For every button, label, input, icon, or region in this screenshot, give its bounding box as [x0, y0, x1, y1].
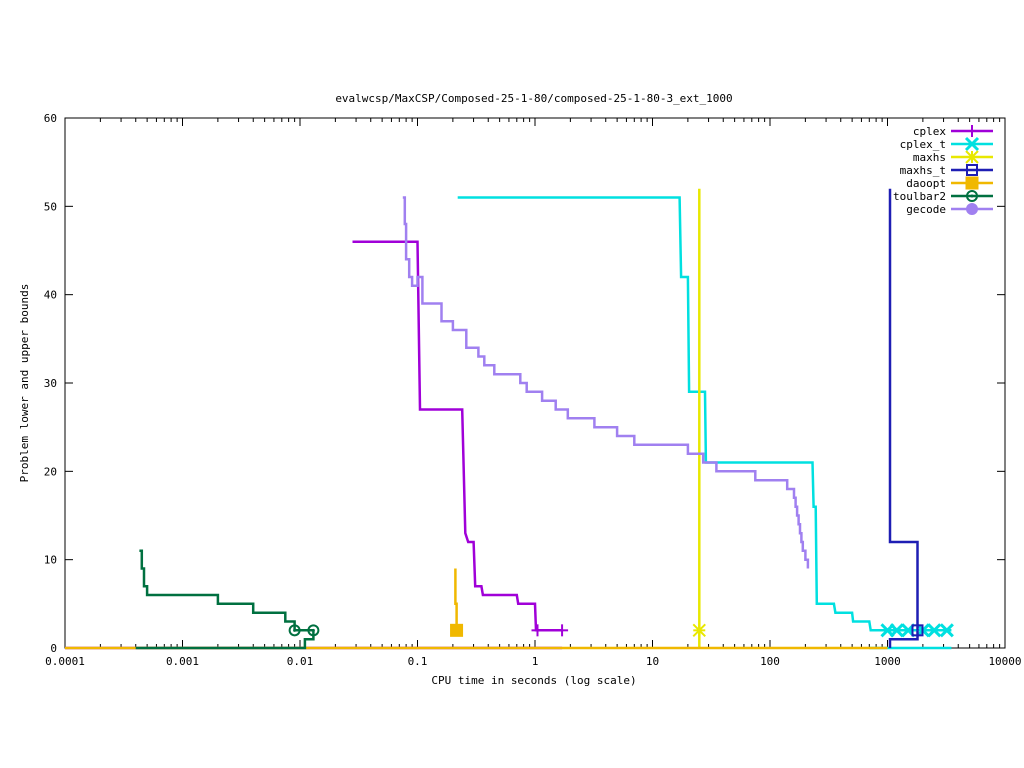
series-cplex-upper-line — [352, 240, 563, 632]
y-tick-label: 40 — [44, 289, 57, 302]
legend-entry: maxhs — [913, 150, 993, 164]
series-cplex — [65, 240, 569, 650]
legend-label: gecode — [906, 203, 946, 216]
series-marker — [531, 624, 544, 637]
y-tick-label: 50 — [44, 200, 57, 213]
series-marker — [939, 623, 954, 638]
x-tick-label: 1 — [532, 655, 539, 668]
series-cplex-t-upper-line — [457, 196, 952, 632]
series-maxhs-t-upper-line — [888, 188, 919, 631]
x-tick-label: 10000 — [988, 655, 1021, 668]
series-daoopt-upper-line — [454, 568, 458, 631]
axis-ticks: 0.0001 0.001 0.01 0.1 1 10 100 1000 10000 0 10 20 30… — [44, 112, 1022, 668]
legend-label: cplex_t — [900, 138, 946, 151]
series-marker — [889, 623, 904, 638]
legend-label: maxhs_t — [900, 164, 946, 177]
series-maxhs-t — [888, 188, 924, 648]
legend-label: maxhs — [913, 151, 946, 164]
series-marker — [965, 150, 979, 164]
x-tick-label: 0.01 — [287, 655, 314, 668]
series-layer — [65, 188, 954, 650]
x-tick-label: 1000 — [874, 655, 901, 668]
y-tick-label: 60 — [44, 112, 57, 125]
series-marker — [964, 136, 980, 152]
x-tick-label: 0.0001 — [45, 655, 85, 668]
series-daoopt — [65, 568, 888, 650]
series-marker — [966, 164, 978, 176]
legend-label: cplex — [913, 125, 946, 138]
series-marker — [288, 624, 301, 637]
legend: cplexcplex_tmaxhsmaxhs_tdaoopttoulbar2ge… — [893, 125, 993, 216]
legend-entry: daoopt — [906, 176, 993, 190]
y-axis-label: Problem lower and upper bounds — [18, 284, 31, 483]
series-marker — [911, 624, 924, 637]
series-marker — [965, 176, 979, 190]
series-marker — [966, 125, 978, 137]
series-toulbar2-upper-line — [139, 549, 314, 632]
series-gecode-upper-line — [402, 196, 810, 569]
legend-entry: maxhs_t — [900, 164, 993, 177]
x-tick-label: 0.001 — [166, 655, 199, 668]
series-maxhs — [692, 188, 706, 648]
legend-label: toulbar2 — [893, 190, 946, 203]
legend-label: daoopt — [906, 177, 946, 190]
y-tick-label: 10 — [44, 554, 57, 567]
x-tick-label: 100 — [760, 655, 780, 668]
series-marker — [927, 623, 942, 638]
legend-entry: gecode — [906, 203, 993, 216]
series-toulbar2-lower-line — [135, 630, 315, 650]
x-tick-label: 10 — [646, 655, 659, 668]
series-toulbar2 — [135, 549, 320, 650]
y-tick-label: 30 — [44, 377, 57, 390]
y-tick-label: 0 — [50, 642, 57, 655]
x-tick-label: 0.1 — [408, 655, 428, 668]
series-marker — [450, 623, 464, 637]
series-marker — [966, 203, 978, 215]
series-gecode — [402, 196, 810, 569]
x-axis-label: CPU time in seconds (log scale) — [431, 674, 636, 687]
legend-entry: cplex_t — [900, 136, 993, 152]
series-marker — [307, 624, 320, 637]
series-marker — [556, 624, 569, 637]
series-marker — [692, 623, 706, 638]
series-marker — [966, 190, 978, 202]
y-tick-label: 20 — [44, 465, 57, 478]
legend-entry: cplex — [913, 125, 993, 138]
chart-title: evalwcsp/MaxCSP/Composed-25-1-80/compose… — [335, 92, 732, 105]
legend-entry: toulbar2 — [893, 190, 993, 203]
series-cplex-t — [457, 196, 954, 650]
